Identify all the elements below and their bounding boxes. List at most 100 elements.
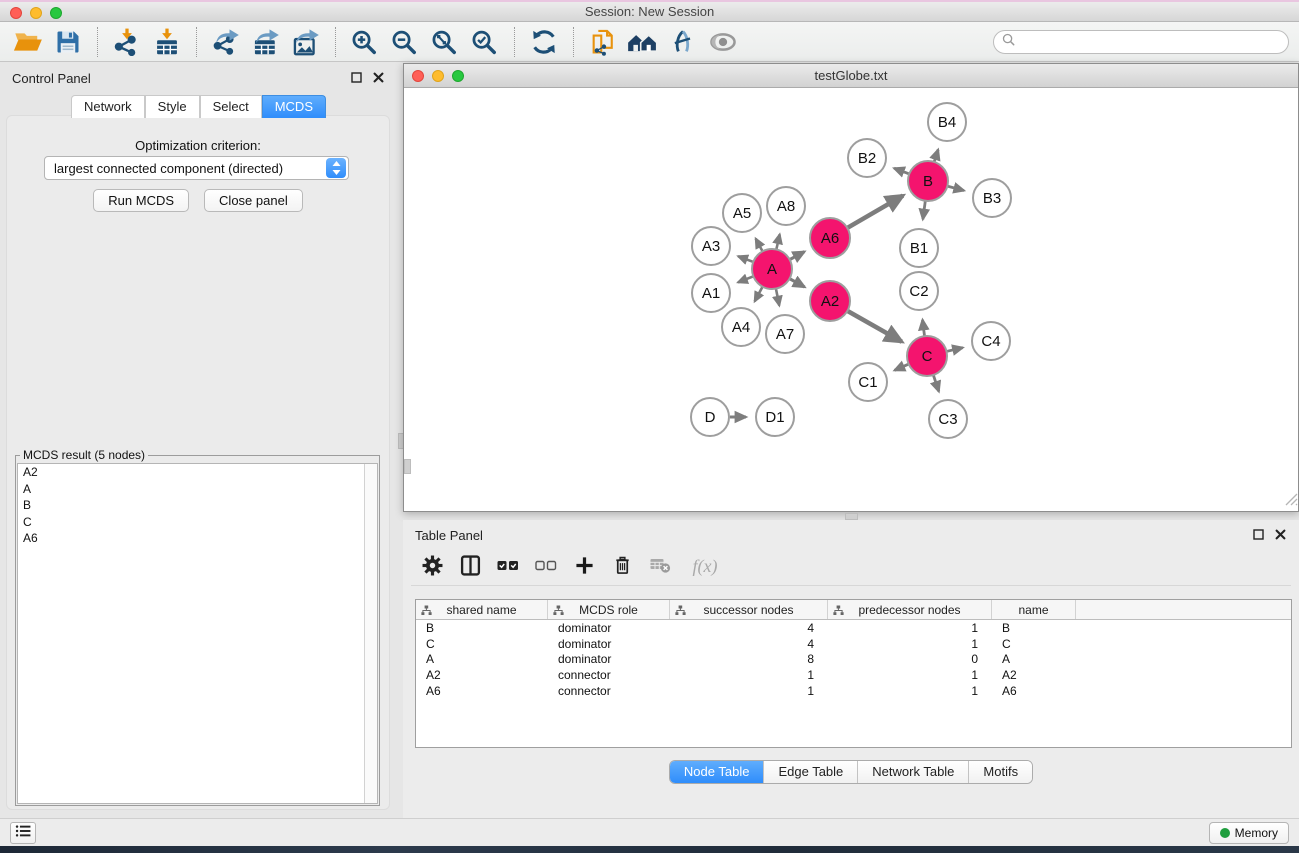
- column-header-name[interactable]: name: [992, 600, 1076, 619]
- graph-edge-A-A8[interactable]: [772, 232, 783, 250]
- graph-node-A2[interactable]: A2: [809, 280, 851, 322]
- result-list-item[interactable]: A6: [23, 531, 38, 545]
- table-cell[interactable]: 8: [807, 652, 814, 667]
- table-cell[interactable]: A6: [426, 684, 441, 699]
- tab-style[interactable]: Style: [144, 95, 200, 118]
- table-cell[interactable]: connector: [558, 668, 611, 683]
- zoom-button[interactable]: [50, 7, 62, 19]
- graph-edge-A-A2[interactable]: [788, 275, 807, 289]
- graph-node-A8[interactable]: A8: [766, 186, 806, 226]
- graph-edge-C-C3[interactable]: [929, 374, 942, 394]
- table-cell[interactable]: B: [426, 620, 435, 635]
- close-panel-button[interactable]: Close panel: [204, 189, 303, 212]
- close-panel-icon[interactable]: [372, 71, 385, 84]
- tab-network-table[interactable]: Network Table: [858, 761, 970, 783]
- graph-node-C3[interactable]: C3: [928, 399, 968, 439]
- graph-node-C1[interactable]: C1: [848, 362, 888, 402]
- run-mcds-button[interactable]: Run MCDS: [93, 189, 190, 212]
- graph-edge-A-A1[interactable]: [736, 273, 754, 284]
- graph-edge-A2-C[interactable]: [846, 308, 905, 344]
- resize-grip-icon[interactable]: [1285, 493, 1298, 511]
- settings-button[interactable]: [417, 552, 447, 582]
- zoom-selected-button[interactable]: [465, 25, 505, 59]
- graph-node-A1[interactable]: A1: [691, 273, 731, 313]
- node-table[interactable]: shared name MCDS role successor nodes prede…: [415, 599, 1292, 748]
- graph-node-A6[interactable]: A6: [809, 217, 851, 259]
- table-cell[interactable]: 0: [971, 652, 978, 667]
- graph-node-A[interactable]: A: [751, 248, 793, 290]
- table-cell[interactable]: A: [1002, 652, 1011, 667]
- canvas-scrollbar-nub[interactable]: [404, 459, 411, 474]
- tab-network[interactable]: Network: [70, 95, 145, 118]
- graph-node-C4[interactable]: C4: [971, 321, 1011, 361]
- network-close-button[interactable]: [412, 70, 424, 82]
- network-minimize-button[interactable]: [432, 70, 444, 82]
- table-cell[interactable]: connector: [558, 684, 611, 699]
- table-cell[interactable]: 1: [971, 684, 978, 699]
- refresh-view-button[interactable]: [524, 25, 564, 59]
- criterion-select[interactable]: largest connected component (directed): [44, 156, 349, 180]
- add-row-button[interactable]: [569, 552, 599, 582]
- graph-edge-B-B4[interactable]: [929, 147, 941, 163]
- deselect-all-button[interactable]: [531, 552, 561, 582]
- zoom-out-button[interactable]: [385, 25, 425, 59]
- tab-node-table[interactable]: Node Table: [669, 761, 765, 783]
- import-table-button[interactable]: [147, 25, 187, 59]
- float-table-panel-icon[interactable]: [1252, 528, 1265, 541]
- table-cell[interactable]: 4: [807, 620, 814, 635]
- delete-row-button[interactable]: [607, 552, 637, 582]
- graph-edge-A6-B[interactable]: [846, 193, 907, 230]
- table-cell[interactable]: 1: [971, 636, 978, 651]
- result-list-item[interactable]: A2: [23, 465, 38, 479]
- graph-edge-C-C1[interactable]: [892, 360, 910, 372]
- graph-node-D1[interactable]: D1: [755, 397, 795, 437]
- graph-edge-C-C4[interactable]: [946, 344, 965, 356]
- home-layout-button[interactable]: [623, 25, 663, 59]
- graph-node-A3[interactable]: A3: [691, 226, 731, 266]
- graph-node-B1[interactable]: B1: [899, 228, 939, 268]
- column-header-successor-nodes[interactable]: successor nodes: [670, 600, 828, 619]
- table-cell[interactable]: 4: [807, 636, 814, 651]
- select-all-button[interactable]: [493, 552, 523, 582]
- column-header-predecessor-nodes[interactable]: predecessor nodes: [828, 600, 992, 619]
- search-input[interactable]: [1020, 35, 1288, 49]
- table-cell[interactable]: C: [426, 636, 435, 651]
- graph-node-C[interactable]: C: [906, 335, 948, 377]
- float-panel-icon[interactable]: [350, 71, 363, 84]
- result-list-item[interactable]: A: [23, 481, 32, 496]
- table-cell[interactable]: A: [426, 652, 435, 667]
- graph-node-C2[interactable]: C2: [899, 271, 939, 311]
- result-list-item[interactable]: C: [23, 514, 32, 529]
- graph-edge-A-A4[interactable]: [753, 286, 765, 304]
- horizontal-splitter-handle[interactable]: [845, 513, 858, 520]
- memory-button[interactable]: Memory: [1208, 822, 1289, 844]
- table-cell[interactable]: C: [1002, 636, 1011, 651]
- graph-node-B[interactable]: B: [907, 160, 949, 202]
- table-cell[interactable]: 1: [971, 620, 978, 635]
- open-file-button[interactable]: [8, 25, 48, 59]
- graph-node-A5[interactable]: A5: [722, 193, 762, 233]
- table-row[interactable]: A2 connector 1 1 A2: [416, 667, 1291, 683]
- minimize-button[interactable]: [30, 7, 42, 19]
- graph-node-B4[interactable]: B4: [927, 102, 967, 142]
- table-cell[interactable]: 1: [807, 668, 814, 683]
- graph-edge-B-B3[interactable]: [946, 182, 967, 194]
- column-header-shared-name[interactable]: shared name: [416, 600, 548, 619]
- graph-node-A7[interactable]: A7: [765, 314, 805, 354]
- column-header-mcds-role[interactable]: MCDS role: [548, 600, 670, 619]
- export-network-button[interactable]: [206, 25, 246, 59]
- table-cell[interactable]: A2: [1002, 668, 1017, 683]
- graph-edge-B-B2[interactable]: [892, 166, 910, 178]
- mcds-result-list[interactable]: A2 A B C A6: [17, 463, 378, 804]
- network-canvas[interactable]: A A1 A2 A3 A4 A5 A6 A7 A8 B B1 B2 B3 B4 C C1 C2 C3 C4 D D1: [404, 88, 1298, 511]
- table-cell[interactable]: dominator: [558, 636, 612, 651]
- export-table-button[interactable]: [246, 25, 286, 59]
- network-window-titlebar[interactable]: testGlobe.txt: [404, 64, 1298, 88]
- graph-edge-C-C2[interactable]: [918, 317, 930, 337]
- table-cell[interactable]: A6: [1002, 684, 1017, 699]
- table-cell[interactable]: A2: [426, 668, 441, 683]
- table-row[interactable]: A6 connector 1 1 A6: [416, 683, 1291, 699]
- table-cell[interactable]: dominator: [558, 620, 612, 635]
